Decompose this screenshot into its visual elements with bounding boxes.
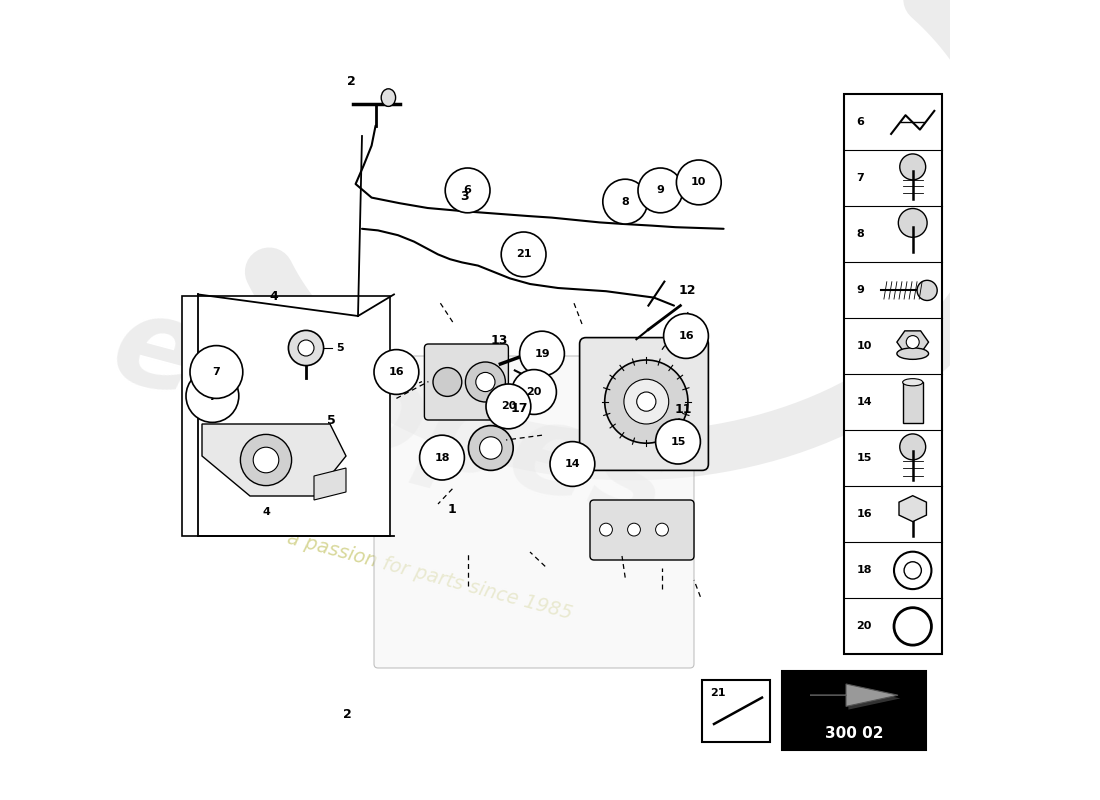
- FancyBboxPatch shape: [580, 338, 708, 470]
- Polygon shape: [813, 687, 901, 710]
- Circle shape: [298, 340, 314, 356]
- Bar: [702, 680, 770, 742]
- Text: 12: 12: [679, 284, 696, 297]
- Circle shape: [419, 435, 464, 480]
- Text: 7: 7: [857, 174, 865, 183]
- Text: 8: 8: [857, 230, 865, 239]
- FancyBboxPatch shape: [374, 356, 694, 668]
- Circle shape: [469, 426, 514, 470]
- Text: 1: 1: [448, 503, 456, 516]
- Text: 9: 9: [657, 186, 664, 195]
- Circle shape: [917, 280, 937, 301]
- FancyBboxPatch shape: [590, 500, 694, 560]
- Text: 17: 17: [510, 402, 528, 414]
- Text: 20: 20: [857, 622, 872, 631]
- Text: 16: 16: [679, 331, 694, 341]
- Circle shape: [241, 434, 292, 486]
- Text: 3: 3: [460, 190, 469, 202]
- Circle shape: [600, 523, 613, 536]
- Circle shape: [906, 336, 920, 349]
- Polygon shape: [810, 684, 898, 706]
- Bar: [845, 94, 942, 654]
- Text: 6: 6: [464, 186, 472, 195]
- Circle shape: [433, 367, 462, 396]
- Bar: [782, 671, 926, 750]
- Circle shape: [900, 434, 926, 460]
- Circle shape: [663, 314, 708, 358]
- Text: 4: 4: [270, 290, 278, 302]
- Text: 19: 19: [535, 349, 550, 358]
- Text: 7: 7: [208, 390, 217, 402]
- Circle shape: [486, 384, 531, 429]
- Text: 20: 20: [526, 387, 541, 397]
- Text: 10: 10: [691, 178, 706, 187]
- Polygon shape: [202, 424, 346, 496]
- Text: 21: 21: [710, 688, 726, 698]
- Ellipse shape: [382, 89, 396, 106]
- Text: 20: 20: [500, 402, 516, 411]
- Text: 16: 16: [857, 510, 872, 519]
- Circle shape: [480, 437, 502, 459]
- Circle shape: [512, 370, 557, 414]
- Text: 5: 5: [337, 343, 344, 353]
- Text: 11: 11: [675, 403, 692, 416]
- Circle shape: [550, 442, 595, 486]
- Text: 4: 4: [262, 507, 270, 517]
- Circle shape: [465, 362, 505, 402]
- Text: a passion for parts since 1985: a passion for parts since 1985: [285, 529, 574, 623]
- Text: 9: 9: [857, 286, 865, 295]
- Text: 16: 16: [388, 367, 404, 377]
- Circle shape: [638, 168, 683, 213]
- Circle shape: [624, 379, 669, 424]
- Circle shape: [900, 154, 926, 180]
- Polygon shape: [896, 331, 928, 354]
- Text: 18: 18: [857, 566, 872, 575]
- Polygon shape: [899, 496, 926, 522]
- FancyBboxPatch shape: [425, 344, 508, 420]
- Text: 6: 6: [857, 118, 865, 127]
- Text: 7: 7: [212, 367, 220, 377]
- Circle shape: [656, 419, 701, 464]
- Polygon shape: [314, 468, 346, 500]
- Ellipse shape: [903, 378, 923, 386]
- Text: 14: 14: [564, 459, 580, 469]
- Bar: [182, 296, 390, 536]
- Circle shape: [637, 392, 656, 411]
- Circle shape: [502, 232, 546, 277]
- Text: 10: 10: [857, 342, 872, 351]
- Circle shape: [288, 330, 323, 366]
- Circle shape: [603, 179, 648, 224]
- Circle shape: [656, 523, 669, 536]
- Circle shape: [253, 447, 278, 473]
- Text: 15: 15: [670, 437, 685, 446]
- Text: 300 02: 300 02: [825, 726, 883, 741]
- Circle shape: [190, 346, 243, 398]
- Circle shape: [186, 370, 239, 422]
- Text: 2: 2: [343, 708, 352, 721]
- Text: 21: 21: [516, 250, 531, 259]
- Circle shape: [899, 209, 927, 238]
- Text: 13: 13: [491, 334, 507, 346]
- Text: europes: europes: [99, 284, 681, 548]
- Circle shape: [476, 372, 495, 392]
- Text: 8: 8: [621, 197, 629, 206]
- Text: 15: 15: [857, 454, 872, 463]
- Text: 18: 18: [434, 453, 450, 462]
- Circle shape: [676, 160, 722, 205]
- Text: 14: 14: [857, 398, 872, 407]
- Circle shape: [519, 331, 564, 376]
- Circle shape: [628, 523, 640, 536]
- Circle shape: [446, 168, 490, 213]
- Text: 5: 5: [327, 414, 336, 426]
- Bar: [903, 382, 923, 422]
- Circle shape: [374, 350, 419, 394]
- Text: 2: 2: [348, 75, 356, 88]
- Circle shape: [605, 360, 688, 443]
- Ellipse shape: [896, 348, 928, 359]
